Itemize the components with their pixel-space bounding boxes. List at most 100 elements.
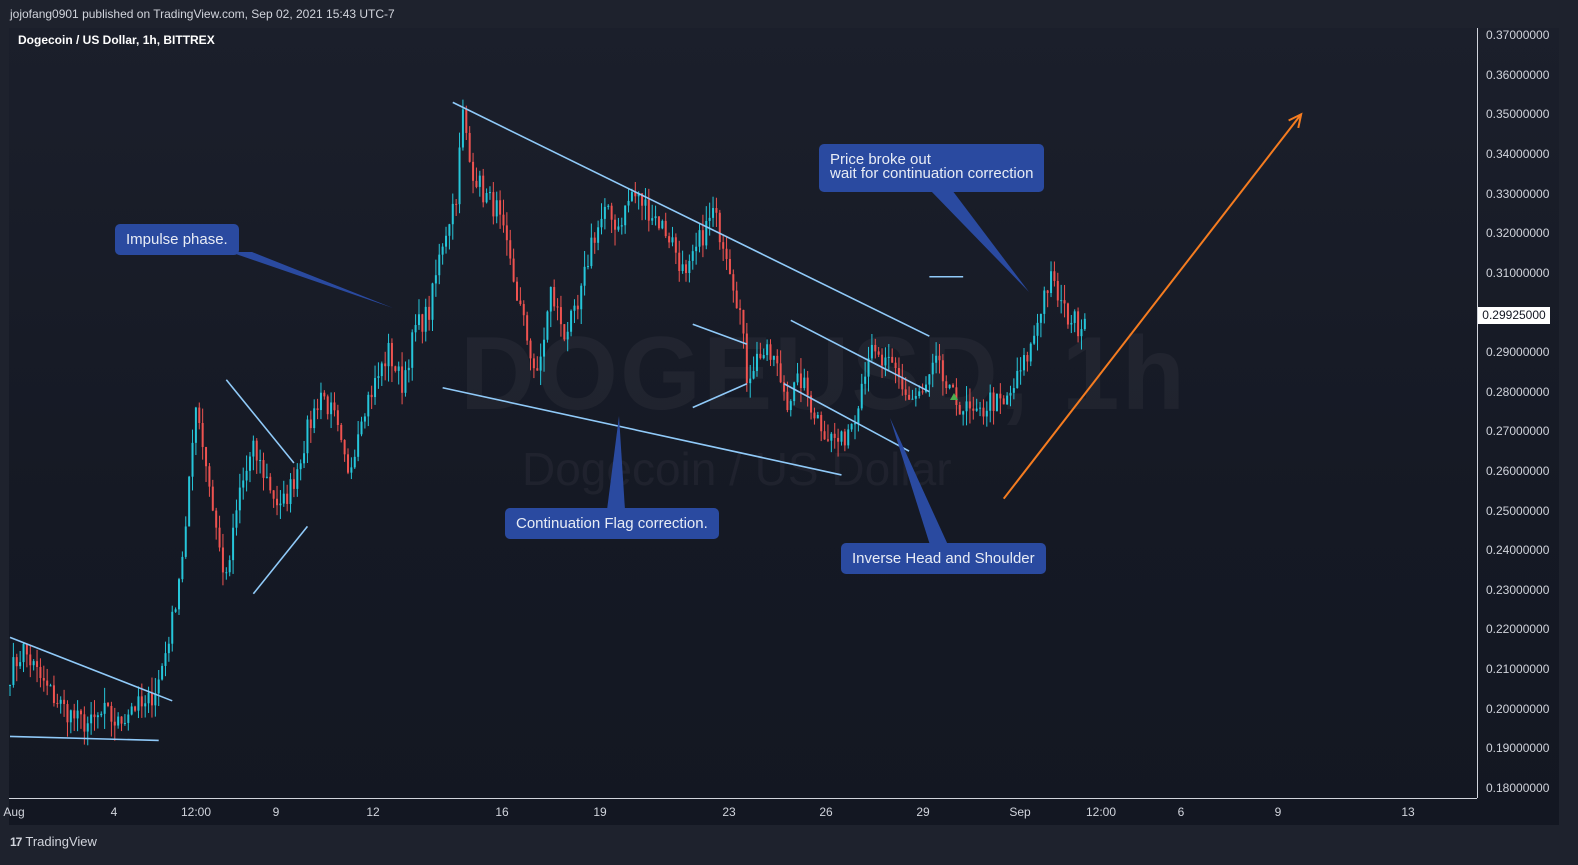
candle-body (363, 416, 366, 422)
symbol-label[interactable]: Dogecoin / US Dollar, 1h, BITTREX (18, 33, 215, 47)
time-tick-label: 29 (916, 805, 930, 819)
candle-body (735, 290, 738, 309)
candle-body (1080, 329, 1083, 337)
price-tick-label: 0.33000000 (1486, 186, 1550, 201)
candle-body (759, 353, 762, 359)
candle-body (985, 410, 988, 417)
candle-body (451, 203, 454, 225)
candle-body (826, 439, 829, 441)
tradingview-logo[interactable]: 17 TradingView (10, 834, 97, 849)
candle-body (968, 401, 971, 409)
candle-body (749, 378, 752, 384)
candle-body (894, 362, 897, 369)
trendline (252, 525, 309, 595)
annotation-continuation-flag[interactable]: Continuation Flag correction. (505, 508, 719, 539)
price-tick-label: 0.29000000 (1486, 345, 1550, 360)
candle-body (979, 407, 982, 409)
candle-body (958, 404, 961, 415)
candle-body (215, 510, 218, 528)
candle-body (647, 199, 650, 221)
impulse-pointer (230, 252, 393, 308)
candle-body (624, 205, 627, 226)
breakout-pointer (930, 190, 1029, 292)
candle-body (1077, 311, 1080, 337)
candle-body (1033, 335, 1036, 344)
candle-body (962, 411, 965, 415)
candle-body (705, 220, 708, 246)
candle-body (722, 242, 725, 249)
candle-body (238, 487, 241, 511)
candle-body (810, 395, 813, 413)
candle-body (306, 419, 309, 454)
annotation-inverse-head-shoulder[interactable]: Inverse Head and Shoulder (841, 543, 1046, 574)
candle-body (630, 192, 633, 201)
candle-body (59, 699, 62, 704)
candle-body (29, 654, 32, 666)
candle-body (330, 402, 333, 415)
candle-body (397, 366, 400, 371)
candle-body (793, 382, 796, 402)
candle-body (384, 363, 387, 367)
candle-body (597, 227, 600, 243)
candle-body (614, 219, 617, 230)
last-price-label: 0.29925000 (1478, 307, 1550, 324)
projection-arrow-head (1288, 112, 1303, 129)
candle-body (526, 315, 529, 341)
candle-body (319, 392, 322, 411)
candle-body (901, 377, 904, 390)
candle-body (695, 246, 698, 252)
candle-body (935, 355, 938, 363)
candle-body (316, 408, 319, 411)
candle-body (928, 374, 931, 385)
candle-body (340, 425, 343, 440)
candle-body (93, 714, 96, 718)
candle-body (434, 275, 437, 284)
candle-body (1056, 280, 1059, 301)
candle-body (945, 381, 948, 389)
candle-body (651, 218, 654, 221)
candle-body (25, 643, 28, 655)
candle-body (509, 240, 512, 259)
chart-area[interactable] (9, 28, 1559, 825)
candle-body (289, 479, 292, 504)
candle-body (9, 684, 11, 686)
time-axis[interactable]: Aug 4 12:00 9 12 16 19 23 26 29 Sep 12:00 6 9 13 (3, 798, 1477, 826)
price-tick-label: 0.22000000 (1486, 622, 1550, 637)
candle-body (100, 713, 103, 716)
candle-body (461, 109, 464, 148)
candle-body (600, 218, 603, 228)
annotation-price-broke-out[interactable]: Price broke out wait for continuation co… (819, 144, 1045, 192)
candle-body (593, 237, 596, 243)
candle-body (610, 205, 613, 220)
candle-body (303, 453, 306, 464)
candle-body (69, 710, 72, 723)
price-axis[interactable]: 0.37000000 0.36000000 0.35000000 0.34000000… (1477, 28, 1560, 798)
candle-body (1063, 300, 1066, 304)
candle-body (380, 363, 383, 377)
price-tick-label: 0.28000000 (1486, 384, 1550, 399)
candles-layer (9, 99, 1086, 746)
candle-body (806, 377, 809, 396)
candle-body (671, 237, 674, 243)
candle-body (617, 226, 620, 230)
candle-body (194, 407, 197, 443)
marker-triangle (950, 393, 958, 400)
candle-body (499, 200, 502, 215)
candle-body (272, 490, 275, 499)
candle-body (718, 212, 721, 243)
candle-body (313, 408, 316, 429)
candle-body (279, 503, 282, 506)
candle-body (992, 392, 995, 412)
candle-body (607, 205, 610, 207)
candle-body (188, 476, 191, 527)
candle-body (286, 493, 289, 504)
candle-body (174, 609, 177, 612)
candle-body (1026, 355, 1029, 362)
price-tick-label: 0.20000000 (1486, 701, 1550, 716)
candle-body (259, 460, 262, 462)
candle-body (755, 353, 758, 372)
candle-body (252, 440, 255, 457)
candle-body (830, 433, 833, 441)
annotation-impulse-phase[interactable]: Impulse phase. (115, 224, 239, 255)
